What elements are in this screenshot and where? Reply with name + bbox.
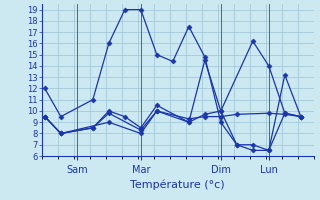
X-axis label: Température (°c): Température (°c): [130, 179, 225, 190]
